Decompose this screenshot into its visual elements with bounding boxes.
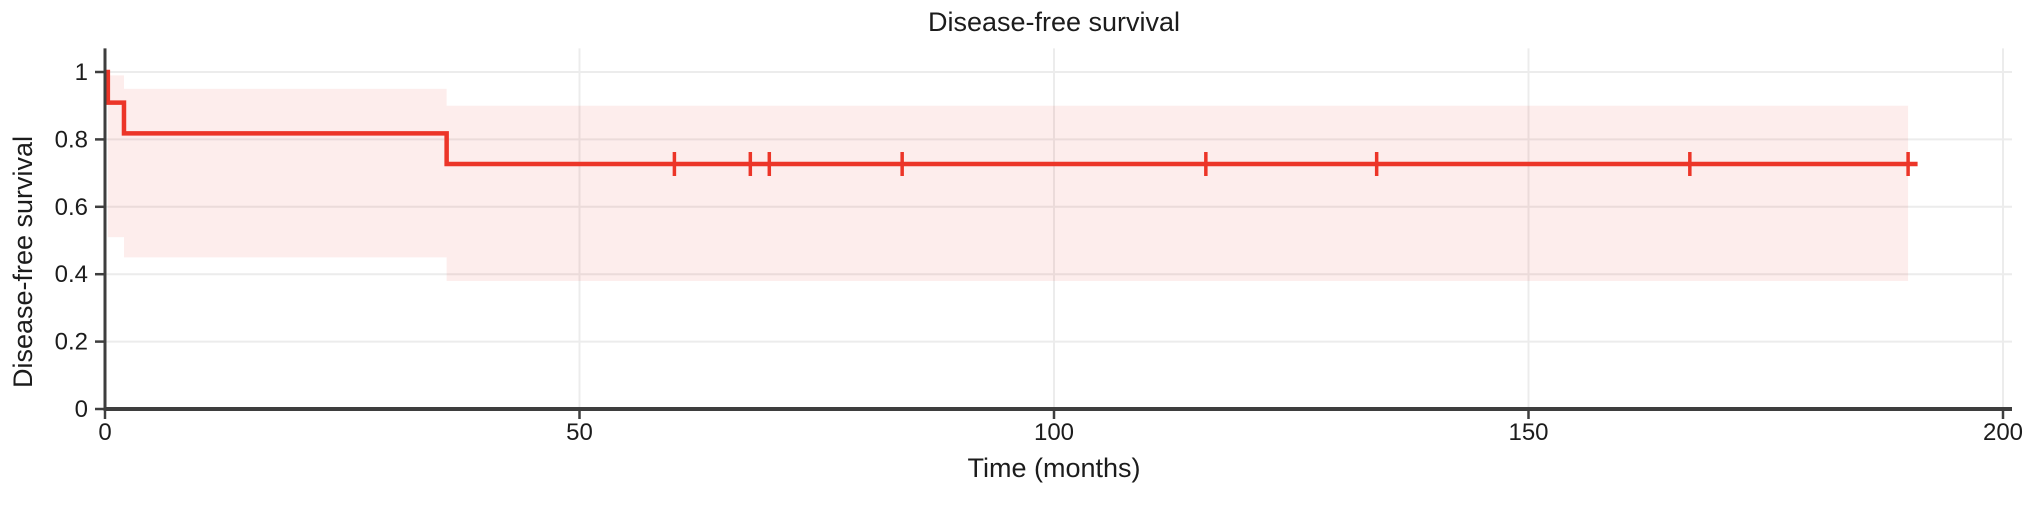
x-tick-label: 150 bbox=[1508, 419, 1548, 446]
y-tick-label: 0.6 bbox=[55, 194, 88, 221]
y-tick-label: 0.2 bbox=[55, 329, 88, 356]
confidence-band bbox=[107, 75, 1909, 281]
y-tick-label: 1 bbox=[75, 59, 88, 86]
y-axis-label: Disease-free survival bbox=[8, 136, 38, 388]
censor-marks bbox=[672, 152, 1910, 177]
axes bbox=[95, 48, 2012, 419]
y-tick-label: 0.4 bbox=[55, 261, 88, 288]
chart-title: Disease-free survival bbox=[928, 7, 1180, 37]
survival-step-line bbox=[105, 69, 1918, 167]
survival-curve bbox=[105, 69, 1918, 167]
confidence-band-segment bbox=[123, 88, 447, 258]
x-tick-label: 0 bbox=[98, 419, 111, 446]
confidence-band-segment bbox=[446, 105, 1909, 281]
y-tick-label: 0 bbox=[75, 396, 88, 423]
x-tick-label: 200 bbox=[1983, 419, 2023, 446]
gridlines bbox=[105, 48, 2012, 409]
tick-labels: 0 0.2 0.4 0.6 0.8 1 0 50 100 150 200 bbox=[55, 59, 2023, 446]
x-axis-label: Time (months) bbox=[967, 453, 1140, 483]
y-tick-label: 0.8 bbox=[55, 126, 88, 153]
x-tick-label: 100 bbox=[1034, 419, 1074, 446]
confidence-band-segment bbox=[107, 75, 124, 238]
x-tick-label: 50 bbox=[566, 419, 593, 446]
